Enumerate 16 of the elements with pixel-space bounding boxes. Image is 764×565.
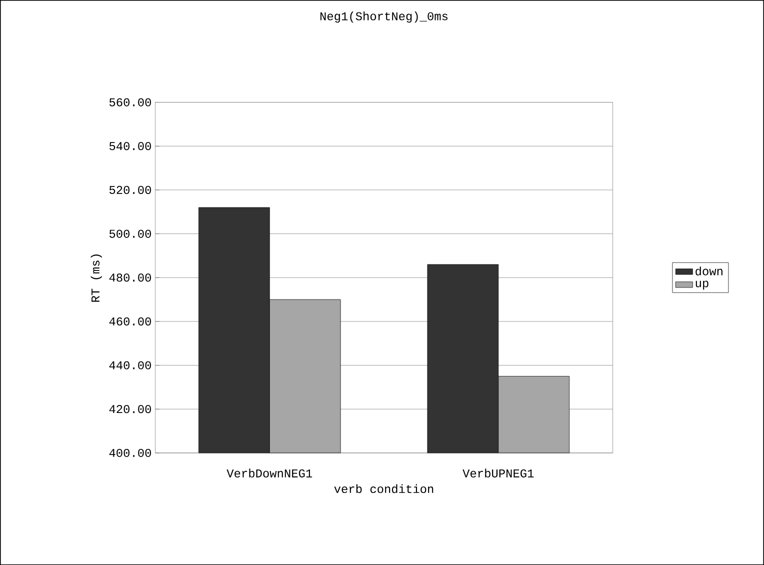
y-tick-label: 540.00 [109, 142, 151, 150]
y-tick-label: 520.00 [109, 186, 151, 194]
legend-label: up [696, 280, 708, 290]
chart-title: Neg1(ShortNeg)_0ms [320, 11, 448, 23]
y-tick-label: 500.00 [109, 230, 151, 238]
y-tick-label: 400.00 [109, 448, 151, 457]
legend-label: down [696, 266, 722, 276]
y-tick-label: 560.00 [109, 98, 151, 106]
x-tick-label: VerbDownNEG1 [226, 468, 312, 478]
y-tick-label: 440.00 [109, 361, 151, 370]
y-axis-title: RT (ms) [90, 254, 102, 302]
y-tick-label: 460.00 [109, 317, 151, 326]
y-tick-label: 420.00 [109, 404, 151, 414]
x-tick-label: VerbUPNEG1 [462, 468, 534, 478]
x-axis-title: verb condition [334, 484, 434, 493]
y-tick-label: 480.00 [109, 273, 151, 282]
